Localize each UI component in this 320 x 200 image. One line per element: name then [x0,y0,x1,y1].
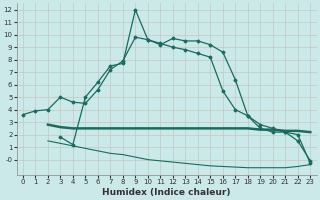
X-axis label: Humidex (Indice chaleur): Humidex (Indice chaleur) [102,188,231,197]
